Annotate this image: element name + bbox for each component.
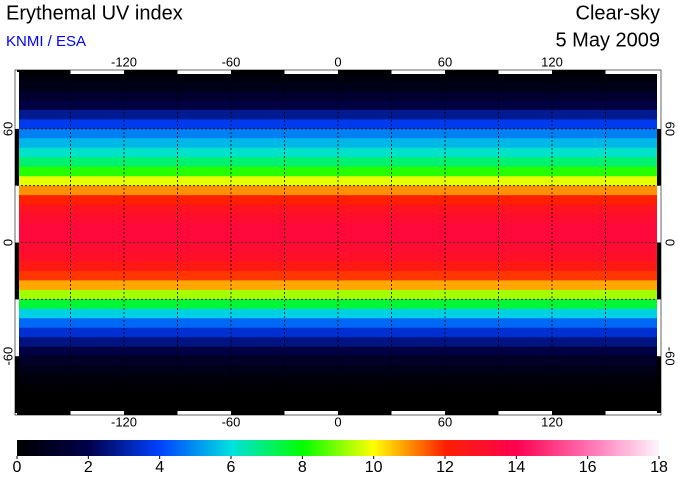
colorbar-tick-label: 2 bbox=[84, 459, 93, 476]
x-tick-label: 60 bbox=[438, 414, 452, 429]
y-tick-label: 60 bbox=[0, 122, 15, 136]
x-tick-label: 0 bbox=[334, 414, 341, 429]
uv-band bbox=[17, 109, 659, 120]
uv-band bbox=[17, 233, 659, 244]
colorbar-tick-label: 18 bbox=[650, 459, 668, 476]
y-tick-label: 0 bbox=[0, 239, 15, 246]
uv-band bbox=[17, 138, 659, 149]
x-tick-label: -60 bbox=[222, 414, 241, 429]
colorbar-tick-label: 14 bbox=[507, 459, 525, 476]
colorbar-tick-label: 8 bbox=[298, 459, 307, 476]
y-tick-label: 60 bbox=[663, 122, 678, 136]
colorbar-tick-label: 12 bbox=[436, 459, 454, 476]
uv-band bbox=[17, 337, 659, 348]
condition: Clear-sky bbox=[576, 2, 660, 24]
x-tick-label: 60 bbox=[438, 54, 452, 69]
uv-band bbox=[17, 394, 659, 405]
colorbar-tick-label: 6 bbox=[227, 459, 236, 476]
y-tick-label: -60 bbox=[0, 347, 15, 366]
x-tick-label: 120 bbox=[541, 54, 563, 69]
colorbar-tick-label: 4 bbox=[155, 459, 164, 476]
uv-band bbox=[17, 214, 659, 225]
x-tick-label: -60 bbox=[222, 54, 241, 69]
uv-band bbox=[17, 81, 659, 92]
uv-band bbox=[17, 270, 659, 281]
uv-band bbox=[17, 166, 659, 177]
title: Erythemal UV index bbox=[6, 2, 183, 24]
y-tick-label: -60 bbox=[663, 347, 678, 366]
colorbar-tick-label: 0 bbox=[13, 459, 22, 476]
uv-band bbox=[17, 261, 659, 272]
subtitle: KNMI / ESA bbox=[6, 33, 86, 50]
uv-band bbox=[17, 318, 659, 329]
date: 5 May 2009 bbox=[555, 29, 660, 51]
colorbar-tick-label: 10 bbox=[365, 459, 383, 476]
uv-band bbox=[17, 242, 659, 253]
y-tick-label: 0 bbox=[663, 239, 678, 246]
colorbar bbox=[17, 440, 659, 456]
colorbar-tick-label: 16 bbox=[579, 459, 597, 476]
x-tick-label: -120 bbox=[111, 54, 137, 69]
x-tick-label: 0 bbox=[334, 54, 341, 69]
uv-band bbox=[17, 289, 659, 300]
frame bbox=[14, 69, 662, 416]
uv-band bbox=[17, 346, 659, 357]
uv-band bbox=[17, 365, 659, 376]
uv-band bbox=[17, 185, 659, 196]
uv-band bbox=[17, 157, 659, 168]
x-tick-label: -120 bbox=[111, 414, 137, 429]
x-tick-label: 120 bbox=[541, 414, 563, 429]
uv-band bbox=[17, 90, 659, 102]
